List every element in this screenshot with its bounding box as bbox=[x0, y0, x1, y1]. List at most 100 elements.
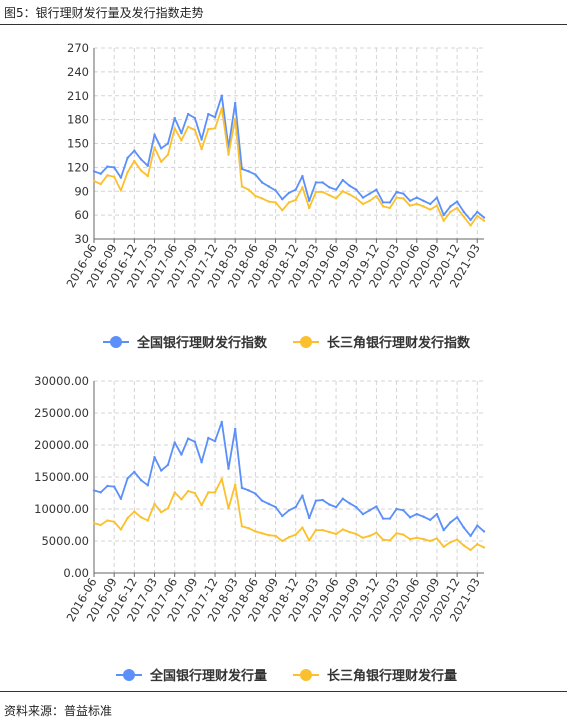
legend-item[interactable]: 长三角银行理财发行指数 bbox=[293, 332, 470, 351]
data-point bbox=[254, 530, 257, 533]
data-point bbox=[139, 479, 143, 482]
data-point bbox=[92, 521, 96, 525]
data-point bbox=[395, 196, 398, 199]
data-point bbox=[395, 532, 398, 535]
data-point bbox=[301, 174, 304, 178]
data-point bbox=[112, 485, 116, 488]
legend-item[interactable]: 全国银行理财发行量 bbox=[115, 665, 267, 684]
data-point bbox=[200, 147, 203, 151]
y-tick-label: 15000.00 bbox=[34, 470, 89, 484]
data-point bbox=[112, 175, 116, 179]
data-point bbox=[435, 512, 439, 516]
data-point bbox=[153, 146, 156, 149]
data-point bbox=[375, 531, 378, 534]
data-point bbox=[160, 511, 163, 514]
data-point bbox=[227, 153, 230, 156]
data-point bbox=[375, 194, 378, 198]
data-point bbox=[442, 219, 445, 222]
data-point bbox=[146, 519, 149, 522]
data-point bbox=[388, 206, 392, 210]
data-point bbox=[247, 527, 250, 530]
data-point bbox=[334, 505, 338, 509]
data-point bbox=[368, 509, 371, 512]
data-point bbox=[361, 196, 365, 199]
data-point bbox=[213, 116, 217, 119]
data-point bbox=[307, 516, 311, 520]
data-point bbox=[267, 502, 271, 506]
data-point bbox=[287, 201, 291, 204]
data-point bbox=[462, 215, 466, 218]
data-point bbox=[220, 107, 223, 110]
data-point bbox=[402, 197, 405, 200]
data-point bbox=[469, 224, 472, 227]
data-point bbox=[435, 537, 439, 540]
data-point bbox=[469, 218, 472, 222]
data-point bbox=[449, 205, 452, 208]
data-point bbox=[240, 486, 244, 490]
y-tick-label: 270 bbox=[67, 41, 89, 55]
data-point bbox=[274, 505, 277, 509]
data-point bbox=[240, 185, 244, 188]
data-point bbox=[234, 101, 237, 105]
data-point bbox=[462, 210, 466, 214]
data-point bbox=[381, 201, 385, 204]
series-line-yrd bbox=[93, 478, 485, 551]
data-point bbox=[247, 170, 250, 173]
data-point bbox=[227, 507, 230, 510]
data-point bbox=[160, 469, 163, 472]
legend-item[interactable]: 全国银行理财发行指数 bbox=[102, 332, 267, 351]
data-point bbox=[395, 190, 398, 194]
data-point bbox=[220, 420, 223, 424]
data-point bbox=[422, 537, 425, 541]
data-point bbox=[328, 503, 331, 506]
data-point bbox=[402, 533, 405, 536]
data-point bbox=[294, 188, 297, 191]
data-point bbox=[341, 178, 344, 182]
data-point bbox=[281, 539, 284, 543]
data-point bbox=[274, 534, 277, 538]
data-point bbox=[442, 213, 445, 217]
data-point bbox=[314, 499, 318, 502]
data-point bbox=[119, 189, 123, 192]
data-point bbox=[240, 167, 244, 171]
source-note: 资料来源：普益标准 bbox=[4, 704, 113, 718]
data-point bbox=[408, 204, 412, 207]
data-point bbox=[173, 441, 176, 444]
y-tick-label: 5000.00 bbox=[41, 534, 89, 548]
legend-marker-icon bbox=[293, 335, 319, 348]
data-point bbox=[92, 179, 96, 183]
legend-label: 长三角银行理财发行指数 bbox=[327, 336, 471, 351]
data-point bbox=[321, 498, 324, 502]
data-point bbox=[213, 439, 217, 443]
data-point bbox=[213, 127, 217, 130]
data-point bbox=[146, 174, 149, 178]
data-point bbox=[186, 437, 190, 440]
data-point bbox=[133, 510, 136, 513]
data-point bbox=[180, 453, 183, 456]
index-chart-legend: 全国银行理财发行指数 长三角银行理财发行指数 bbox=[0, 332, 573, 351]
data-point bbox=[455, 516, 459, 519]
data-point bbox=[341, 497, 344, 500]
data-point bbox=[281, 209, 284, 212]
data-point bbox=[133, 149, 136, 152]
data-point bbox=[234, 117, 237, 121]
data-point bbox=[402, 509, 405, 512]
legend-item[interactable]: 长三角银行理财发行量 bbox=[293, 665, 457, 684]
data-point bbox=[126, 156, 129, 160]
y-tick-label: 210 bbox=[67, 89, 89, 103]
data-point bbox=[455, 538, 459, 541]
data-point bbox=[281, 514, 284, 518]
data-point bbox=[482, 216, 486, 219]
data-point bbox=[173, 491, 176, 494]
data-point bbox=[153, 502, 156, 506]
y-tick-label: 30000.00 bbox=[34, 374, 89, 388]
data-point bbox=[166, 463, 170, 467]
data-point bbox=[415, 512, 418, 516]
y-tick-label: 180 bbox=[67, 113, 89, 127]
data-point bbox=[482, 546, 486, 549]
data-point bbox=[361, 536, 365, 539]
data-point bbox=[355, 505, 358, 509]
data-point bbox=[146, 164, 149, 167]
data-point bbox=[455, 200, 459, 203]
index-chart: 3060901201501802102402702016-062016-0920… bbox=[63, 41, 486, 290]
